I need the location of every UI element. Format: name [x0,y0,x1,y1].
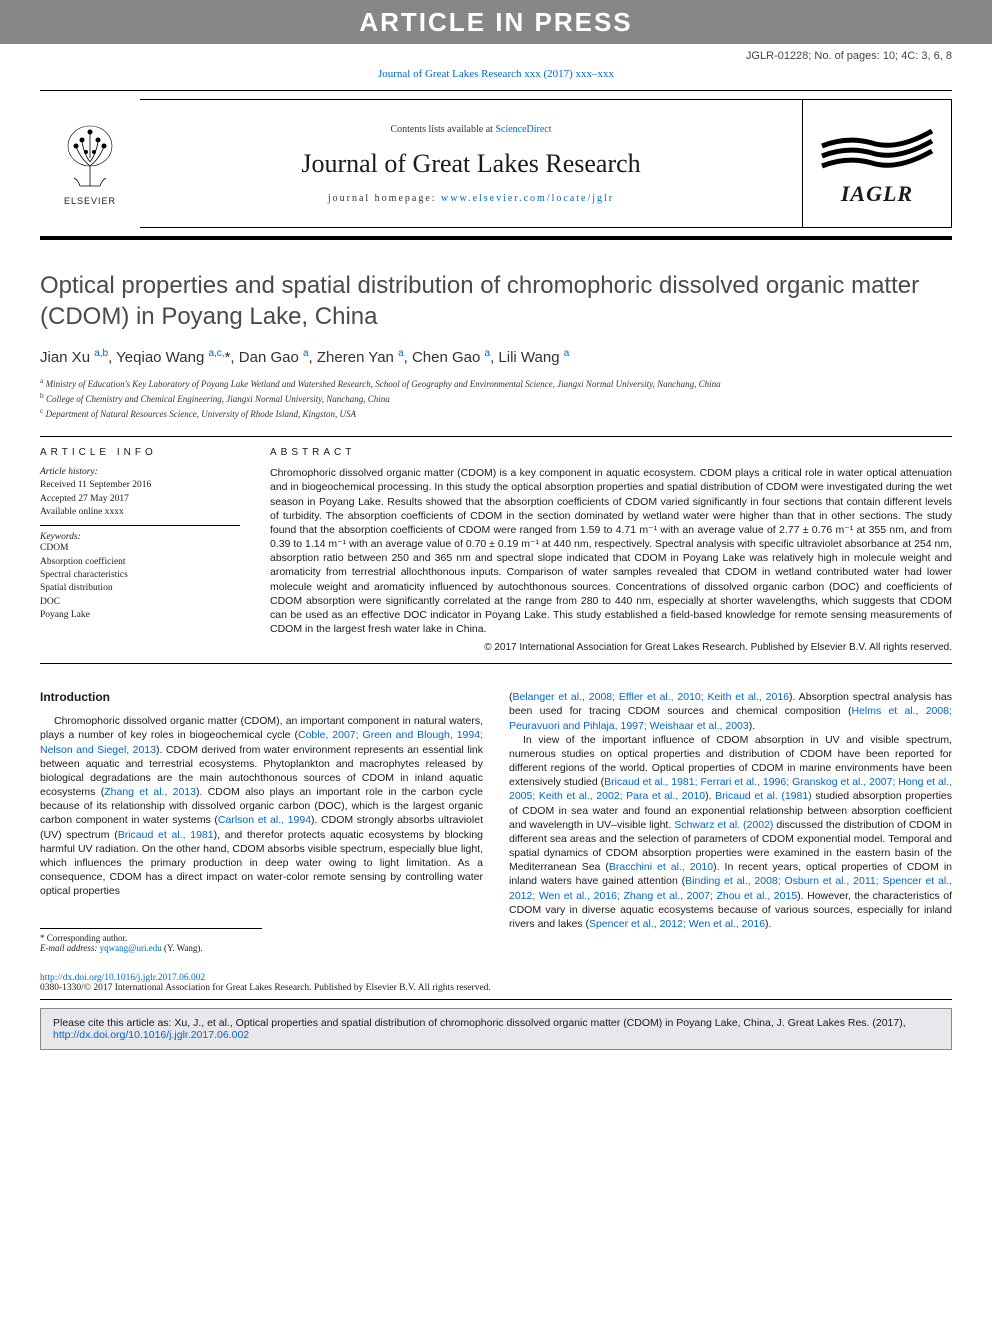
journal-header: ELSEVIER Contents lists available at Sci… [40,90,952,240]
journal-ref-link[interactable]: Journal of Great Lakes Research xxx (201… [378,68,614,80]
info-abstract-row: article info Article history: Received 1… [40,447,952,653]
abstract-copyright: © 2017 International Association for Gre… [270,642,952,653]
iaglr-logo: IAGLR [802,99,952,228]
keyword: Poyang Lake [40,609,240,622]
affiliation-c: c Department of Natural Resources Scienc… [40,406,952,421]
keyword: Spatial distribution [40,582,240,595]
cite-text: Please cite this article as: Xu, J., et … [53,1017,906,1029]
keywords-list: CDOM Absorption coefficient Spectral cha… [40,542,240,622]
keywords-label: Keywords: [40,532,240,542]
journal-name: Journal of Great Lakes Research [301,149,640,179]
divider [40,663,952,664]
homepage-link[interactable]: www.elsevier.com/locate/jglr [441,193,614,204]
authors-list: Jian Xu a,b, Yeqiao Wang a,c,*, Dan Gao … [40,348,952,366]
article-in-press-banner: ARTICLE IN PRESS [0,0,992,44]
article-history: Article history: Received 11 September 2… [40,466,240,526]
elsevier-logo: ELSEVIER [40,91,140,236]
available-date: Available online xxxx [40,506,240,519]
corresponding-author-note: * Corresponding author. E-mail address: … [40,928,262,953]
footer-doi: http://dx.doi.org/10.1016/j.jglr.2017.06… [40,973,952,983]
intro-paragraph-1: Chromophoric dissolved organic matter (C… [40,714,483,898]
doi-link[interactable]: http://dx.doi.org/10.1016/j.jglr.2017.06… [40,973,205,983]
affiliation-b: b College of Chemistry and Chemical Engi… [40,391,952,406]
history-label: Article history: [40,466,240,479]
homepage-prefix: journal homepage: [328,193,441,204]
homepage-line: journal homepage: www.elsevier.com/locat… [328,193,614,204]
keyword: Spectral characteristics [40,569,240,582]
received-date: Received 11 September 2016 [40,479,240,492]
journal-reference-top: Journal of Great Lakes Research xxx (201… [0,64,992,84]
contents-line: Contents lists available at ScienceDirec… [390,124,551,135]
intro-right-text: (Belanger et al., 2008; Effler et al., 2… [509,690,952,931]
abstract-column: abstract Chromophoric dissolved organic … [270,447,952,653]
iaglr-label: IAGLR [841,181,913,207]
right-column: (Belanger et al., 2008; Effler et al., 2… [509,690,952,953]
article-title: Optical properties and spatial distribut… [40,270,952,332]
corresponding-email-link[interactable]: yqwang@uri.edu [100,943,162,953]
keyword: Absorption coefficient [40,556,240,569]
corresponding-email-line: E-mail address: yqwang@uri.edu (Y. Wang)… [40,943,262,953]
left-column: Introduction Chromophoric dissolved orga… [40,690,483,953]
keyword: CDOM [40,542,240,555]
elsevier-tree-icon [60,122,120,192]
contents-prefix: Contents lists available at [390,124,495,135]
header-center: Contents lists available at ScienceDirec… [140,99,802,228]
footer-copyright: 0380-1330/© 2017 International Associati… [40,983,952,1000]
elsevier-label: ELSEVIER [64,196,116,206]
cite-doi-link[interactable]: http://dx.doi.org/10.1016/j.jglr.2017.06… [53,1029,249,1041]
divider [40,436,952,437]
sciencedirect-link[interactable]: ScienceDirect [495,124,551,135]
citation-box: Please cite this article as: Xu, J., et … [40,1008,952,1050]
email-label: E-mail address: [40,943,97,953]
introduction-heading: Introduction [40,690,483,704]
keyword: DOC [40,596,240,609]
corresponding-person: (Y. Wang). [164,943,203,953]
iaglr-waves-icon [817,121,937,181]
corresponding-label: * Corresponding author. [40,933,262,943]
affiliations: a Ministry of Education's Key Laboratory… [40,376,952,420]
accepted-date: Accepted 27 May 2017 [40,493,240,506]
abstract-text: Chromophoric dissolved organic matter (C… [270,466,952,636]
main-text-columns: Introduction Chromophoric dissolved orga… [40,690,952,953]
article-id-line: JGLR-01228; No. of pages: 10; 4C: 3, 6, … [0,44,992,64]
banner-text: ARTICLE IN PRESS [359,7,632,38]
article-info-column: article info Article history: Received 1… [40,447,240,653]
abstract-heading: abstract [270,447,952,458]
article-info-heading: article info [40,447,240,458]
affiliation-a: a Ministry of Education's Key Laboratory… [40,376,952,391]
